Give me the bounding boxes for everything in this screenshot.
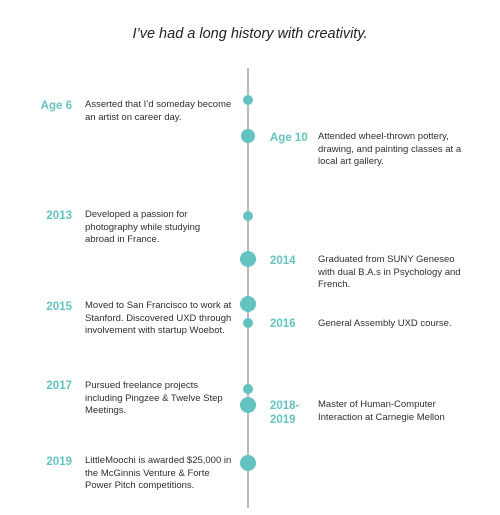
event-year-2014: 2014	[270, 255, 296, 267]
event-desc-age6: Asserted that I’d someday become an arti…	[85, 99, 232, 123]
event-desc-age10: Attended wheel-thrown pottery, drawing, …	[318, 131, 462, 167]
timeline-dot-age10	[241, 129, 255, 143]
timeline-dot-2019	[240, 455, 256, 471]
event-year-age10: Age 10	[270, 132, 308, 144]
timeline-dot-2015	[240, 296, 256, 312]
event-year-2015: 2015	[46, 301, 72, 313]
timeline-dot-2016	[243, 318, 253, 328]
timeline-dot-2014	[240, 251, 256, 267]
event-year-age6: Age 6	[40, 100, 72, 112]
event-year-2018-2019: 2018- 2019	[270, 400, 300, 426]
page-title: I’ve had a long history with creativity.	[132, 26, 368, 42]
event-desc-2017: Pursued freelance projects including Pin…	[85, 380, 223, 416]
event-year-2019: 2019	[46, 456, 72, 468]
timeline-dot-2018	[240, 397, 256, 413]
timeline-dot-2013	[243, 211, 253, 221]
timeline-dot-2017	[243, 384, 253, 394]
event-desc-2014: Graduated from SUNY Geneseo with dual B.…	[318, 254, 461, 290]
event-desc-2015: Moved to San Francisco to work at Stanfo…	[85, 300, 232, 336]
event-desc-2019: LittleMoochi is awarded $25,000 in the M…	[85, 455, 232, 491]
event-desc-2013: Developed a passion for photography whil…	[85, 209, 201, 245]
event-year-2017: 2017	[46, 380, 72, 392]
event-year-2016: 2016	[270, 318, 296, 330]
timeline-dot-age6	[243, 95, 253, 105]
event-year-2013: 2013	[46, 210, 72, 222]
event-desc-2016: General Assembly UXD course.	[318, 318, 452, 329]
event-desc-2018-2019: Master of Human-Computer Interaction at …	[318, 399, 445, 423]
timeline-axis	[247, 68, 249, 508]
